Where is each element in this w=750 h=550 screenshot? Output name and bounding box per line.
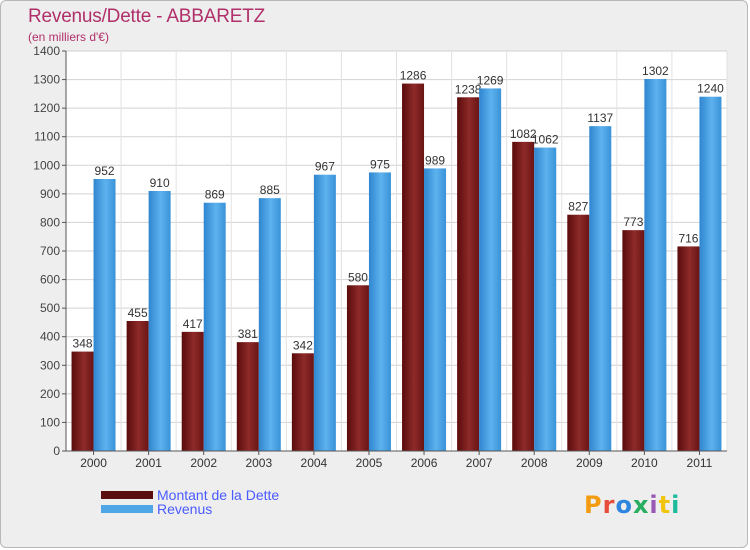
x-tick-label: 2007 [466,456,493,470]
data-label-revenus: 967 [315,160,335,174]
chart-title: Revenus/Dette - ABBARETZ [28,6,266,27]
bar-revenus [589,126,612,452]
data-label-revenus: 910 [150,176,170,190]
data-label-dette: 1286 [400,69,427,83]
x-tick-label: 2004 [301,456,328,470]
y-tick-label: 400 [40,330,60,344]
data-label-revenus: 989 [425,153,445,167]
bar-dette [181,331,204,451]
bar-dette [512,141,535,451]
y-tick-label: 300 [40,358,60,372]
y-tick-label: 800 [40,215,60,229]
y-tick-label: 700 [40,244,60,258]
bar-dette [126,321,149,451]
data-label-dette: 716 [678,231,698,245]
data-label-revenus: 869 [205,188,225,202]
bar-dette [457,97,480,452]
legend-swatch-dette [101,491,153,499]
data-label-dette: 827 [568,200,588,214]
x-tick-label: 2001 [135,456,162,470]
legend-item-dette: Montant de la Dette [101,487,279,503]
x-tick-label: 2010 [631,456,658,470]
x-tick-label: 2005 [356,456,383,470]
y-tick-label: 1300 [33,73,60,87]
bar-dette [622,230,645,451]
x-tick-label: 2008 [521,456,548,470]
data-label-dette: 1238 [455,82,482,96]
bar-revenus [424,168,447,451]
data-label-dette: 455 [128,306,148,320]
bar-dette [677,246,700,451]
data-label-revenus: 975 [370,157,390,171]
bar-revenus [699,96,722,451]
y-tick-label: 0 [53,444,60,458]
y-tick-label: 200 [40,387,60,401]
data-label-dette: 1082 [510,127,537,141]
y-tick-label: 600 [40,273,60,287]
bar-revenus [368,172,391,451]
bar-revenus [258,198,281,451]
y-tick-label: 1100 [34,130,60,144]
legend-item-revenus: Revenus [101,501,212,517]
x-tick-label: 2000 [80,456,107,470]
legend-label-revenus: Revenus [157,501,213,517]
bar-revenus [313,174,336,451]
bar-dette [402,83,425,452]
data-label-dette: 342 [293,338,313,352]
bar-revenus [93,179,116,451]
y-tick-label: 1000 [33,158,60,172]
y-tick-label: 500 [40,301,60,315]
bar-dette [291,353,314,451]
bar-dette [346,285,369,451]
data-label-dette: 417 [183,317,203,331]
bar-revenus [534,147,557,452]
data-label-dette: 580 [348,270,368,284]
bar-dette [71,351,94,451]
data-label-revenus: 1137 [587,111,613,125]
data-label-revenus: 885 [260,183,280,197]
y-tick-label: 1400 [33,44,60,58]
chart-subtitle: (en milliers d'€) [28,30,109,44]
y-tick-label: 1200 [33,101,60,115]
x-tick-label: 2003 [245,456,272,470]
data-label-dette: 773 [623,215,643,229]
legend-label-dette: Montant de la Dette [157,487,280,503]
bar-revenus [203,202,226,451]
bar-revenus [644,79,667,451]
y-tick-label: 100 [40,415,60,429]
x-tick-label: 2009 [576,456,603,470]
bar-revenus [479,88,502,451]
data-label-dette: 381 [238,327,258,341]
data-label-revenus: 1269 [477,73,504,87]
data-label-revenus: 952 [95,164,115,178]
data-label-dette: 348 [73,337,93,351]
y-tick-label: 900 [40,187,60,201]
data-label-revenus: 1240 [697,82,724,96]
proxiti-logo: Proxiti [584,491,681,519]
x-tick-label: 2011 [687,456,713,470]
bar-dette [236,342,259,451]
x-tick-label: 2006 [411,456,438,470]
bar-dette [567,214,590,451]
x-tick-label: 2002 [190,456,217,470]
bar-revenus [148,191,171,451]
legend-swatch-revenus [101,505,153,513]
data-label-revenus: 1062 [532,133,559,147]
data-label-revenus: 1302 [642,64,669,78]
